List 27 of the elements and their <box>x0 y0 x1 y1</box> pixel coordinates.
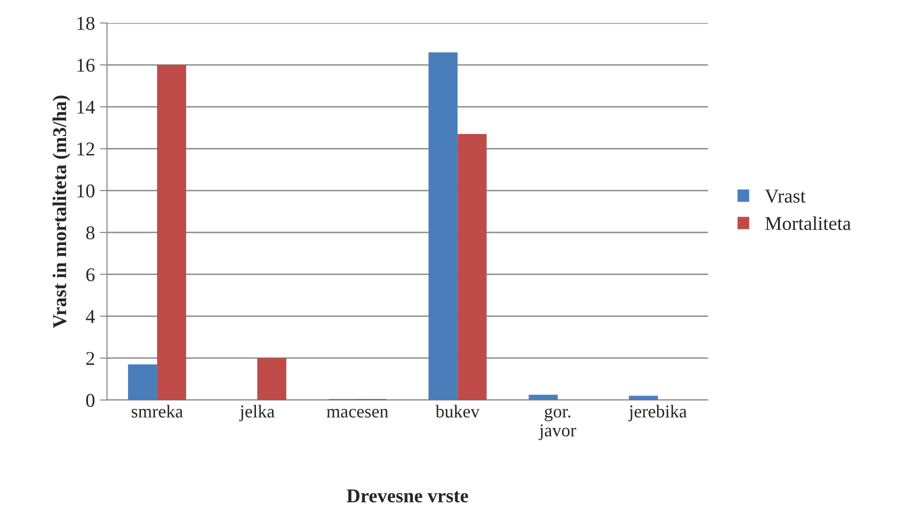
bar <box>628 396 658 400</box>
legend-label: Vrast <box>764 190 806 203</box>
y-tick-label: 16 <box>77 58 95 72</box>
y-tick-label: 2 <box>86 352 94 365</box>
bar <box>458 134 487 400</box>
y-tick-label: 4 <box>86 310 95 323</box>
bar <box>428 52 458 400</box>
legend-label: Mortaliteta <box>765 216 851 230</box>
y-tick-label: 10 <box>77 184 94 198</box>
x-tick-label: macesen <box>326 408 388 418</box>
x-tick-label: jerebika <box>628 404 687 422</box>
y-axis-title: Vrast in mortaliteta (m3/ha) <box>52 96 70 328</box>
bar <box>157 64 186 400</box>
x-tick-label: jelka <box>239 404 275 422</box>
y-tick-label: 8 <box>86 226 94 240</box>
bar <box>528 394 558 400</box>
x-tick-label: smreka <box>132 404 183 418</box>
y-tick-label: 0 <box>86 394 94 407</box>
bar <box>257 358 286 400</box>
y-tick-label: 18 <box>77 16 94 30</box>
y-tick-label: 12 <box>77 142 94 156</box>
x-tick-label: gor. javor <box>538 408 576 440</box>
bar <box>128 364 158 400</box>
y-tick-label: 6 <box>86 268 95 282</box>
y-tick-label: 14 <box>77 100 95 114</box>
x-tick-label: bukev <box>436 404 480 418</box>
x-axis-title: Drevesne vrste <box>346 489 468 502</box>
